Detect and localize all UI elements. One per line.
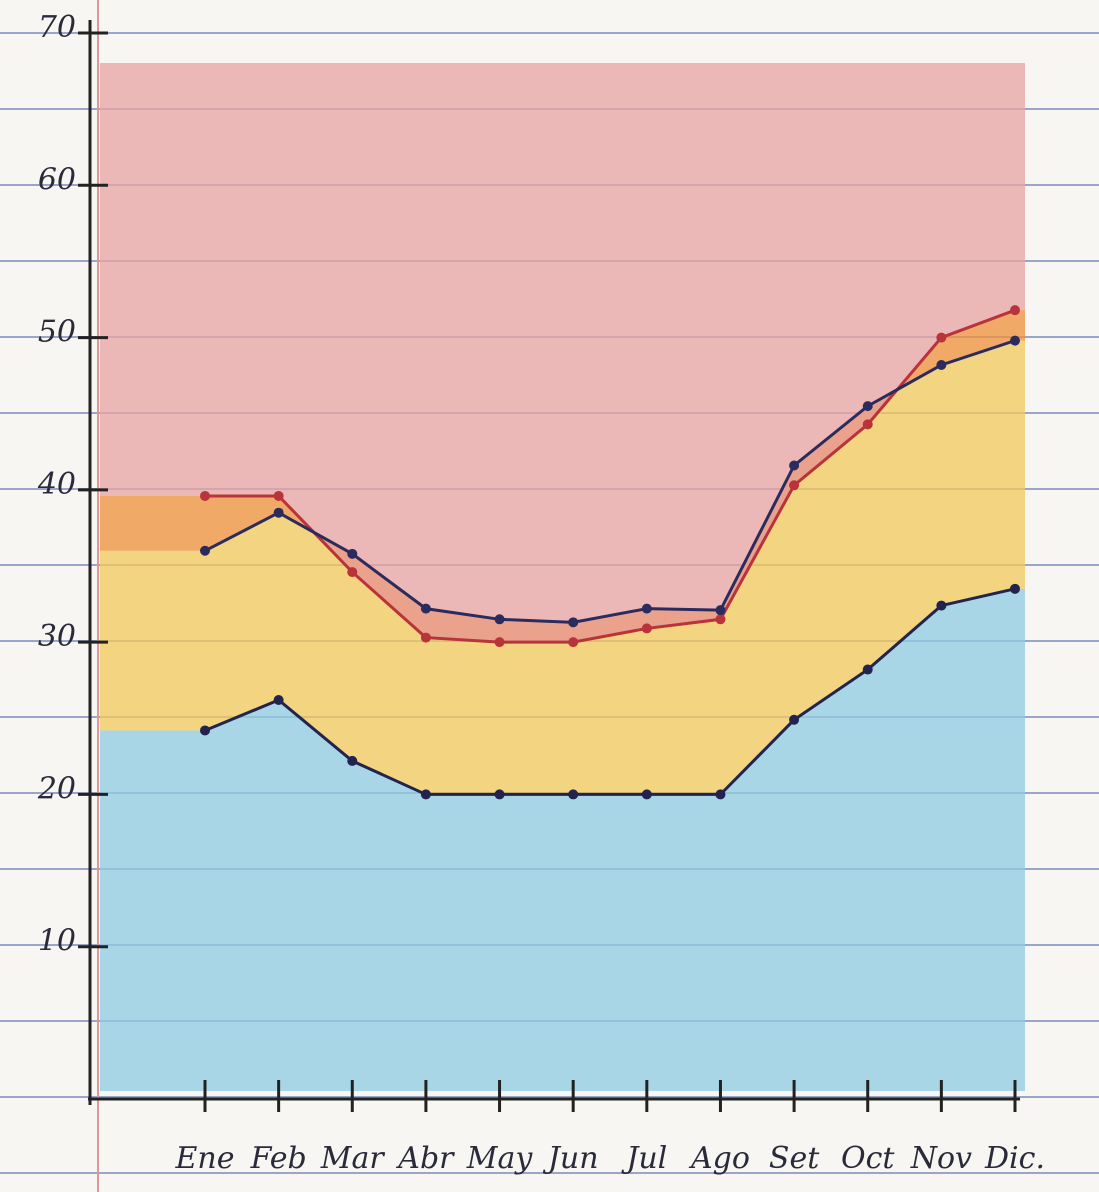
y-tick-label: 30 (38, 619, 76, 654)
y-tick-label: 40 (37, 467, 76, 502)
y-tick-label: 60 (38, 162, 76, 197)
data-point (273, 490, 284, 501)
data-point (1010, 305, 1020, 316)
data-point (862, 664, 873, 675)
x-tick-label: Oct (841, 1141, 895, 1176)
data-point (789, 480, 800, 491)
x-tick-label: Jul (620, 1141, 667, 1176)
data-point (715, 614, 726, 625)
data-point (494, 789, 505, 800)
data-point (273, 507, 284, 518)
x-tick-label: Set (769, 1141, 820, 1176)
data-point (200, 545, 210, 556)
data-point (494, 614, 505, 625)
data-point (568, 637, 579, 648)
data-point (200, 490, 210, 501)
band-fill (100, 63, 1025, 643)
data-point (862, 401, 873, 412)
x-tick-label: May (466, 1141, 534, 1176)
y-tick-label: 10 (38, 924, 76, 959)
x-tick-label: Jun (542, 1141, 599, 1176)
series-line (204, 587, 1016, 796)
y-tick-label: 20 (37, 771, 76, 806)
data-point (715, 789, 726, 800)
y-tick-label: 50 (38, 315, 76, 350)
data-point (789, 460, 800, 471)
y-tick-label: 70 (38, 10, 76, 45)
data-point (1010, 583, 1020, 594)
data-point (568, 617, 579, 628)
data-point (200, 725, 210, 736)
band-fill (100, 588, 1025, 1091)
data-point (273, 695, 284, 706)
x-tick-label: Ago (688, 1141, 750, 1176)
data-point (568, 789, 579, 800)
data-point (936, 332, 947, 343)
data-point (936, 600, 947, 611)
data-point (1010, 335, 1020, 346)
data-point (494, 637, 505, 648)
band-fill (100, 340, 1025, 795)
data-point (715, 605, 726, 616)
data-point (789, 714, 800, 725)
data-point (862, 419, 873, 430)
data-point (641, 603, 652, 614)
x-tick-label: Abr (395, 1141, 455, 1176)
data-point (420, 632, 431, 643)
data-point (936, 359, 947, 370)
x-tick-label: Ene (175, 1141, 235, 1176)
data-point (641, 789, 652, 800)
x-tick-label: Feb (250, 1141, 307, 1176)
x-tick-label: Dic. (984, 1141, 1045, 1176)
data-point (641, 623, 652, 634)
color-bands (100, 63, 1025, 1091)
data-point (420, 789, 431, 800)
x-tick-label: Mar (320, 1141, 386, 1176)
data-point (347, 567, 358, 578)
series-line (204, 339, 1016, 624)
data-point (347, 548, 358, 559)
x-tick-label: Nov (910, 1141, 972, 1176)
series-line (205, 308, 1016, 644)
data-point (347, 755, 358, 766)
data-point (420, 603, 431, 614)
